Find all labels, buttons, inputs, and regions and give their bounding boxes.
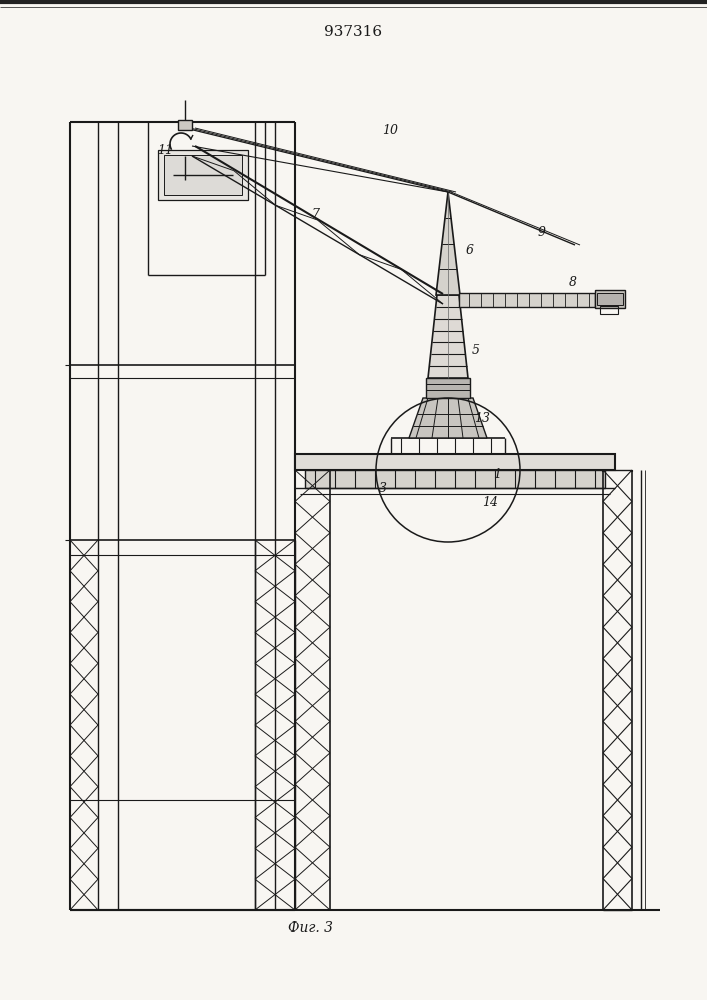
Text: 937316: 937316 — [324, 25, 382, 39]
Text: 11: 11 — [157, 143, 173, 156]
Bar — [426, 378, 470, 398]
Text: 5: 5 — [472, 344, 480, 357]
Text: 3: 3 — [379, 482, 387, 494]
Text: 10: 10 — [382, 123, 398, 136]
Bar — [597, 293, 623, 305]
Polygon shape — [305, 470, 605, 488]
Text: 9: 9 — [538, 226, 546, 238]
Polygon shape — [409, 398, 487, 438]
Text: 8: 8 — [569, 275, 577, 288]
Bar — [178, 120, 192, 130]
Polygon shape — [295, 454, 615, 470]
Text: 13: 13 — [474, 412, 490, 424]
Bar — [595, 290, 625, 308]
Text: 7: 7 — [311, 209, 319, 222]
Text: Фиг. 3: Фиг. 3 — [288, 921, 332, 935]
Text: 14: 14 — [482, 495, 498, 508]
Polygon shape — [428, 295, 468, 378]
Text: 1: 1 — [493, 468, 501, 482]
Text: 6: 6 — [466, 243, 474, 256]
Bar — [164, 155, 242, 195]
Bar — [158, 150, 248, 200]
Polygon shape — [436, 192, 460, 295]
Bar — [600, 306, 618, 314]
Bar — [459, 293, 595, 307]
